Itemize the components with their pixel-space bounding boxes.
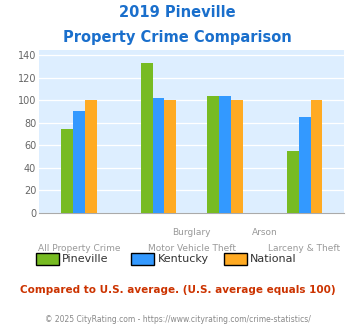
Bar — [299, 117, 311, 213]
Bar — [219, 96, 231, 213]
Text: Larceny & Theft: Larceny & Theft — [268, 244, 340, 253]
Bar — [231, 100, 243, 213]
Text: Burglary: Burglary — [173, 228, 211, 237]
Bar — [153, 98, 164, 213]
Bar — [207, 96, 219, 213]
Text: Motor Vehicle Theft: Motor Vehicle Theft — [148, 244, 236, 253]
Text: 2019 Pineville: 2019 Pineville — [119, 5, 236, 20]
Bar — [286, 151, 299, 213]
Bar — [311, 100, 322, 213]
Text: Property Crime Comparison: Property Crime Comparison — [63, 30, 292, 45]
Bar — [73, 112, 85, 213]
Bar — [61, 129, 73, 213]
Text: All Property Crime: All Property Crime — [38, 244, 120, 253]
Bar — [85, 100, 97, 213]
Text: Pineville: Pineville — [62, 254, 109, 264]
Text: © 2025 CityRating.com - https://www.cityrating.com/crime-statistics/: © 2025 CityRating.com - https://www.city… — [45, 315, 310, 324]
Text: Compared to U.S. average. (U.S. average equals 100): Compared to U.S. average. (U.S. average … — [20, 285, 335, 295]
Bar — [164, 100, 176, 213]
Text: Kentucky: Kentucky — [158, 254, 209, 264]
Text: National: National — [250, 254, 297, 264]
Bar — [141, 63, 153, 213]
Text: Arson: Arson — [252, 228, 278, 237]
